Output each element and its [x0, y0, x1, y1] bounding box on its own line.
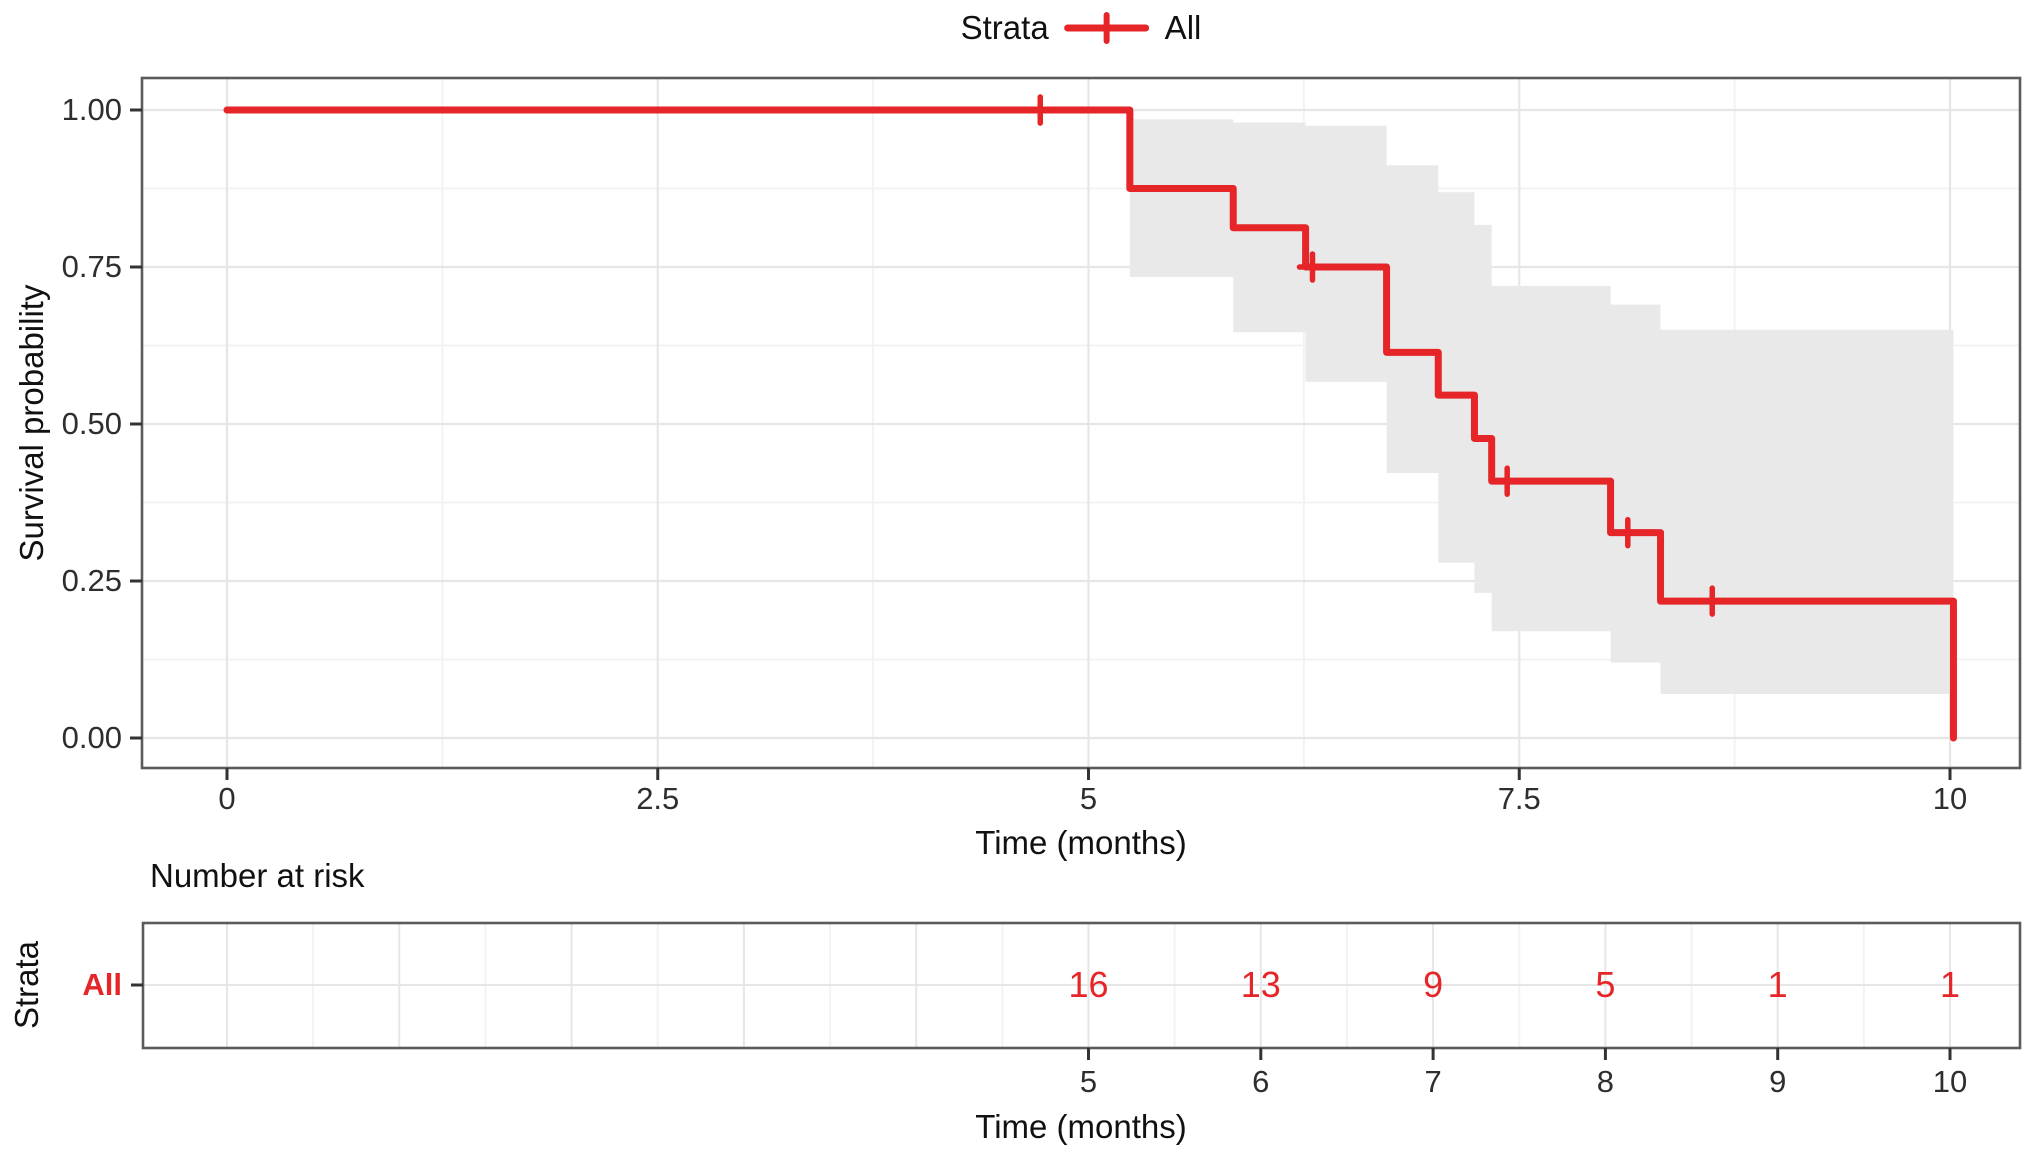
y-tick-label: 0.50: [61, 406, 122, 441]
y-tick-label: 0.25: [61, 563, 122, 598]
x-tick-label: 10: [1932, 781, 1968, 816]
legend-key-line-plus-icon: [1064, 12, 1150, 44]
legend-title: Strata: [960, 9, 1049, 46]
risk-count-t5: 16: [1068, 964, 1109, 1005]
risk-x-tick-label: 9: [1769, 1064, 1787, 1099]
legend-item-all-label: All: [1164, 9, 1202, 46]
y-tick-label: 0.75: [61, 249, 122, 284]
risk-count-t10: 1: [1939, 964, 1961, 1005]
risk-count-t9: 1: [1767, 964, 1788, 1005]
x-tick-label: 2.5: [636, 781, 680, 816]
risk-count-t6: 13: [1240, 964, 1281, 1005]
y-tick-label: 0.00: [61, 720, 122, 755]
risk-x-tick-label: 10: [1932, 1064, 1968, 1099]
y-tick-label: 1.00: [61, 92, 122, 127]
risk-x-tick-label: 8: [1596, 1064, 1615, 1099]
risk-x-tick-label: 5: [1079, 1064, 1098, 1099]
legend: Strata All: [961, 9, 1202, 47]
x-tick-label: 7.5: [1497, 781, 1541, 816]
risk-count-t8: 5: [1595, 964, 1616, 1005]
x-axis-title-main: Time (months): [975, 824, 1187, 861]
risk-count-t7: 9: [1423, 964, 1444, 1005]
risk-x-tick-label: 7: [1424, 1064, 1442, 1099]
risk-table-row-label-all: All: [82, 967, 122, 1002]
confidence-band: [1129, 119, 1954, 695]
risk-table-strata-title: Strata: [8, 940, 45, 1030]
x-tick-label: 0: [218, 781, 236, 816]
risk-table-header: Number at risk: [150, 857, 365, 894]
survival-curve-all: [223, 106, 1957, 742]
x-tick-label: 5: [1079, 781, 1098, 816]
x-axis-title-risk: Time (months): [975, 1108, 1187, 1145]
risk-x-tick-label: 6: [1252, 1064, 1270, 1099]
y-axis-title: Survival probability: [13, 284, 50, 562]
